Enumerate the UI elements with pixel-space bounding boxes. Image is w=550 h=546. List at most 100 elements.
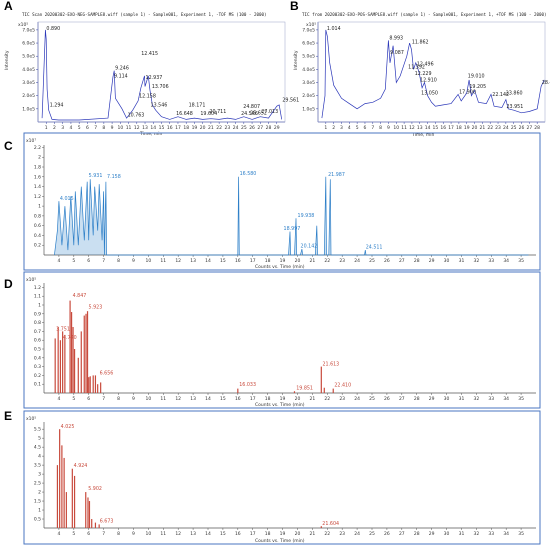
panel-d-x-tick-label: 16 <box>235 396 241 402</box>
panel-e-x-tick-label: 25 <box>369 531 375 537</box>
panel-e-exponent: x10⁵ <box>26 416 36 422</box>
panel-e-x-title: Counts vs. Time (min) <box>255 538 305 544</box>
panel-b-x-tick-label: 16 <box>440 125 446 131</box>
panel-d-x-tick-label: 33 <box>488 396 494 402</box>
panel-d-x-tick-label: 17 <box>250 396 256 402</box>
panel-c-x-tick-label: 23 <box>339 258 345 264</box>
panel-d-x-tick-label: 35 <box>518 396 524 402</box>
panel-c-exponent: x10⁷ <box>26 138 36 144</box>
panel-a-y-tick-label: 1.0e5 <box>22 106 35 112</box>
panel-e-y-tick-label: 3 <box>38 472 41 478</box>
panel-a-peak-label: 24.807 <box>243 104 260 110</box>
panel-c-y-tick-label: 1.4 <box>34 184 41 190</box>
panel-e-x-tick-label: 12 <box>175 531 181 537</box>
panel-c-y-tick-label: 0.2 <box>34 243 41 249</box>
panel-e-bar <box>320 526 322 528</box>
panel-b-peak-label: 1.014 <box>327 26 341 32</box>
panel-e-y-tick-label: 0.5 <box>34 517 41 523</box>
panel-a-x-tick-label: 4 <box>69 125 72 131</box>
panel-e-bar <box>91 519 93 528</box>
panel-e-x-tick-label: 7 <box>102 531 105 537</box>
panel-d-peak-label: 16.033 <box>239 382 256 388</box>
panel-d-y-tick-label: 0.8 <box>34 320 41 326</box>
panel-b-x-tick-label: 24 <box>503 125 509 131</box>
panel-c-y-tick-label: 1.6 <box>34 174 41 180</box>
panel-e-x-tick-label: 11 <box>160 531 166 537</box>
panel-c-series-line <box>54 176 529 256</box>
panel-e-x-tick-label: 22 <box>324 531 330 537</box>
panel-b-series-line <box>321 29 545 119</box>
chart-panel-e: x10⁵ Counts vs. Time (min) 4 5 6 7 8 9 10 11 12 1… <box>23 410 541 545</box>
panel-d-x-tick-label: 12 <box>175 396 181 402</box>
panel-c-y-tick-label: 1.2 <box>34 194 41 200</box>
panel-c-x-tick-label: 13 <box>190 258 196 264</box>
panel-e-y-tick-label: 5 <box>38 436 41 442</box>
panel-b-x-tick-label: 7 <box>371 125 374 131</box>
panel-a-x-tick-label: 1 <box>45 125 48 131</box>
chart-panel-b: TIC from 20200302-EXO-POS-SAMPLE8.wiff (… <box>293 12 550 138</box>
panel-b-x-tick-label: 20 <box>472 125 478 131</box>
panel-d-x-tick-label: 34 <box>503 396 509 402</box>
panel-c-peak-label: 5.931 <box>89 173 103 179</box>
panel-c-series-area <box>54 176 529 255</box>
panel-b-peak-label: 12.910 <box>420 78 437 84</box>
panel-a-x-tick-label: 14 <box>150 125 156 131</box>
panel-c-x-tick-label: 17 <box>250 258 256 264</box>
panel-e-x-tick-label: 9 <box>132 531 135 537</box>
panel-d-x-title: Counts vs. Time (min) <box>255 402 305 408</box>
panel-d-y-tick-label: 0.7 <box>34 329 41 335</box>
panel-c-x-tick-label: 10 <box>145 258 151 264</box>
panel-d-x-tick-label: 19 <box>280 396 286 402</box>
panel-e-y-tick-label: 4.5 <box>34 445 41 451</box>
panel-b-x-tick-label: 2 <box>332 125 335 131</box>
panel-b-x-tick-label: 26 <box>519 125 525 131</box>
panel-b-x-tick-label: 10 <box>393 125 399 131</box>
panel-a-x-tick-label: 16 <box>167 125 173 131</box>
panel-d-bar <box>237 388 239 393</box>
panel-c-x-tick-label: 30 <box>444 258 450 264</box>
panel-a-peak-label: 29.561 <box>282 97 299 103</box>
panel-c-x-tick-label: 21 <box>309 258 315 264</box>
panel-a-series-line <box>41 29 283 121</box>
panel-c-x-tick-label: 16 <box>235 258 241 264</box>
panel-e-x-tick-label: 24 <box>354 531 360 537</box>
panel-b-x-tick-label: 21 <box>480 125 486 131</box>
panel-c-peak-label: 19.938 <box>298 213 315 219</box>
panel-c-y-tick-label: 1 <box>38 204 41 210</box>
panel-d-x-tick-label: 8 <box>117 396 120 402</box>
panel-c-y-tick-label: 0.4 <box>34 233 41 239</box>
panel-d-peak-label: 5.923 <box>89 304 103 310</box>
panel-d-bar <box>293 391 296 393</box>
chart-panel-c: x10⁷ Counts vs. Time (min) 4 5 6 7 8 9 10 11 12 1… <box>23 132 541 271</box>
panel-d-bar <box>323 387 325 393</box>
panel-e-x-tick-label: 10 <box>145 531 151 537</box>
panel-d-x-tick-label: 31 <box>459 396 465 402</box>
panel-d-peak-label: 3.751 <box>56 326 70 332</box>
panel-d-x-tick-label: 29 <box>429 396 435 402</box>
panel-a-x-tick-label: 2 <box>53 125 56 131</box>
panel-b-x-tick-label: 6 <box>364 125 367 131</box>
panel-e-y-tick-label: 1 <box>38 508 41 514</box>
panel-b-x-tick-label: 19 <box>464 125 470 131</box>
panel-c-peak-label: 24.511 <box>366 245 383 251</box>
panel-a-x-tick-label: 9 <box>111 125 114 131</box>
panel-e-y-tick-label: 2 <box>38 490 41 496</box>
panel-d-bar <box>80 331 82 393</box>
panel-a-x-tick-label: 19 <box>192 125 198 131</box>
panel-c-frame <box>23 132 541 271</box>
panel-a-peak-label: 25.652 <box>250 110 267 116</box>
panel-d-bar <box>92 375 94 393</box>
panel-e-bar <box>88 501 91 528</box>
panel-e-bar <box>98 524 100 528</box>
panel-c-x-tick-label: 12 <box>175 258 181 264</box>
panel-e-bar <box>94 522 97 528</box>
panel-d-x-tick-label: 6 <box>87 396 90 402</box>
panel-a-x-tick-label: 20 <box>200 125 206 131</box>
panel-e-x-tick-label: 4 <box>57 531 60 537</box>
panel-a-x-tick-label: 23 <box>224 125 230 131</box>
panel-b-plot-frame <box>317 21 546 123</box>
panel-b-x-tick-label: 5 <box>356 125 359 131</box>
panel-d-bar <box>83 315 85 393</box>
panel-c-x-tick-label: 31 <box>459 258 465 264</box>
panel-d-x-tick-label: 9 <box>132 396 135 402</box>
